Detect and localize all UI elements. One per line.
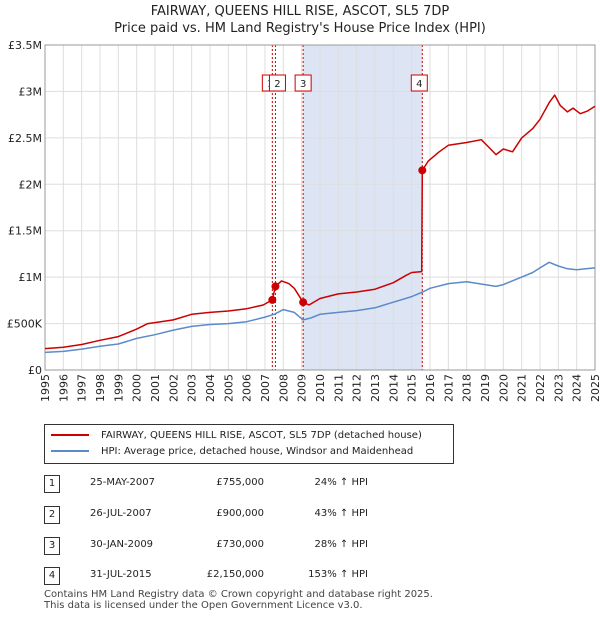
sale-marker-label: 4: [416, 79, 422, 90]
y-tick-label: £3M: [19, 85, 43, 98]
x-tick-label: 1999: [112, 374, 125, 402]
x-tick-label: 2004: [204, 374, 217, 402]
legend-swatch-hpi: [51, 450, 89, 452]
x-tick-label: 1997: [76, 374, 89, 402]
x-tick-label: 2001: [149, 374, 162, 402]
y-tick-label: £1.5M: [8, 225, 42, 238]
sale-price: £730,000: [216, 539, 264, 550]
x-tick-label: 2008: [277, 374, 290, 402]
sale-point: [418, 166, 427, 175]
price-chart: 1234£0£500K£1M£1.5M£2M£2.5M£3M£3.5M19951…: [7, 39, 600, 402]
legend-label-hpi: HPI: Average price, detached house, Wind…: [101, 446, 414, 457]
y-tick-label: £1M: [19, 271, 43, 284]
sale-hpi-change: 28% ↑ HPI: [314, 539, 368, 550]
y-tick-label: £0: [28, 364, 42, 377]
shaded-period: [303, 45, 423, 370]
legend-item-hpi: HPI: Average price, detached house, Wind…: [51, 445, 413, 459]
x-tick-label: 2019: [479, 374, 492, 402]
x-tick-label: 1996: [57, 374, 70, 402]
sale-point: [299, 298, 308, 307]
sale-number: 3: [44, 537, 60, 555]
sale-marker-box: [268, 74, 286, 92]
sale-price: £2,150,000: [206, 569, 264, 580]
y-tick-label: £3.5M: [8, 39, 42, 52]
sale-date: 26-JUL-2007: [90, 508, 152, 519]
legend-label-property: FAIRWAY, QUEENS HILL RISE, ASCOT, SL5 7D…: [101, 430, 422, 441]
x-tick-label: 2000: [131, 374, 144, 402]
series-line: [44, 94, 596, 350]
footer-licence: This data is licensed under the Open Gov…: [44, 600, 363, 611]
x-tick-label: 2007: [259, 374, 272, 402]
legend-swatch-property: [51, 434, 89, 436]
footer-copyright: Contains HM Land Registry data © Crown c…: [44, 589, 433, 600]
x-tick-label: 2002: [167, 374, 180, 402]
x-tick-label: 2014: [387, 374, 400, 402]
sale-date: 31-JUL-2015: [90, 569, 152, 580]
chart-legend: FAIRWAY, QUEENS HILL RISE, ASCOT, SL5 7D…: [44, 424, 454, 464]
x-tick-label: 2010: [314, 374, 327, 402]
x-tick-label: 2017: [442, 374, 455, 402]
sale-marker-label: 3: [300, 79, 306, 90]
x-tick-label: 2005: [222, 374, 235, 402]
x-tick-label: 2003: [186, 374, 199, 402]
x-tick-label: 2011: [332, 374, 345, 402]
sale-marker-label: 2: [274, 79, 280, 90]
plot-border: [44, 44, 596, 371]
chart-title: FAIRWAY, QUEENS HILL RISE, ASCOT, SL5 7D…: [150, 4, 450, 19]
x-tick-label: 2013: [369, 374, 382, 402]
sale-date: 30-JAN-2009: [90, 539, 154, 550]
sale-date: 25-MAY-2007: [90, 477, 156, 488]
x-tick-label: 2006: [241, 374, 254, 402]
x-tick-label: 2016: [424, 374, 437, 402]
sale-number: 2: [44, 506, 60, 524]
sale-price: £755,000: [216, 477, 264, 488]
x-tick-label: 2023: [552, 374, 565, 402]
sale-number: 4: [44, 567, 60, 585]
x-tick-label: 2015: [406, 374, 419, 402]
x-tick-label: 2009: [296, 374, 309, 402]
x-tick-label: 2025: [589, 374, 600, 402]
x-tick-label: 1998: [94, 374, 107, 402]
chart-subtitle: Price paid vs. HM Land Registry's House …: [114, 21, 486, 36]
y-tick-label: £2M: [19, 178, 43, 191]
sale-hpi-change: 153% ↑ HPI: [308, 569, 368, 580]
legend-item-property: FAIRWAY, QUEENS HILL RISE, ASCOT, SL5 7D…: [51, 429, 422, 443]
sale-hpi-change: 24% ↑ HPI: [314, 477, 368, 488]
x-tick-label: 2020: [497, 374, 510, 402]
y-tick-label: £500K: [7, 318, 43, 331]
sale-point: [268, 295, 277, 304]
series-line: [44, 261, 596, 354]
sale-marker-box: [294, 74, 312, 92]
x-tick-label: 1995: [39, 374, 52, 402]
sale-marker-box: [410, 74, 428, 92]
x-tick-label: 2012: [351, 374, 364, 402]
sale-hpi-change: 43% ↑ HPI: [314, 508, 368, 519]
sale-price: £900,000: [216, 508, 264, 519]
x-tick-label: 2018: [461, 374, 474, 402]
x-tick-label: 2021: [516, 374, 529, 402]
sale-point: [271, 282, 280, 291]
x-tick-label: 2024: [571, 374, 584, 402]
sale-number: 1: [44, 475, 60, 493]
x-tick-label: 2022: [534, 374, 547, 402]
y-tick-label: £2.5M: [8, 132, 42, 145]
